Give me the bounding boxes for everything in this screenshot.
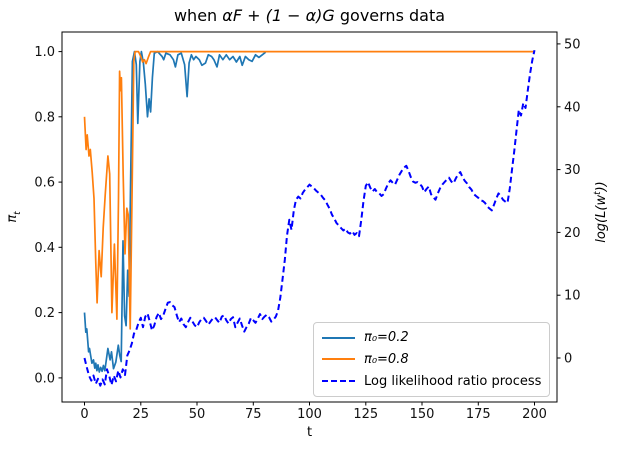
legend-line-sample-pi0-0.2 — [322, 336, 355, 339]
chart-title-prefix: when — [173, 6, 223, 25]
y-axis-label-right: log(L(wt)) — [593, 181, 609, 243]
legend: π₀=0.2 π₀=0.8 Log likelihood ratio proce… — [313, 322, 550, 397]
loglik-label-sup: t — [592, 191, 603, 195]
legend-item-pi0-0.8: π₀=0.8 — [322, 352, 541, 367]
y-tick-label-right: 0 — [564, 352, 572, 367]
legend-line-sample-pi0-0.8 — [322, 358, 355, 361]
y-tick-label-right: 20 — [564, 226, 581, 241]
y-tick-label-right: 30 — [564, 163, 581, 178]
y-tick-label-left: 0.6 — [34, 176, 55, 191]
x-tick-label: 175 — [466, 407, 491, 422]
pi-symbol: π — [5, 214, 21, 223]
legend-label-pi0-0.2: π₀=0.2 — [364, 330, 409, 346]
y-tick-label-left: 0.2 — [34, 306, 55, 321]
legend-item-pi0-0.2: π₀=0.2 — [322, 330, 541, 345]
legend-item-loglik: Log likelihood ratio process — [322, 374, 541, 389]
y-tick-label-left: 0.4 — [34, 241, 55, 256]
x-tick-label: 75 — [245, 407, 262, 422]
x-tick-label: 125 — [353, 407, 378, 422]
x-tick-label: 200 — [522, 407, 547, 422]
series-line-pi0=0.8 — [83, 50, 535, 330]
y-tick-label-left: 0.8 — [34, 110, 55, 125]
y-axis-label-left: πt — [5, 211, 23, 222]
x-tick-label: 100 — [297, 407, 322, 422]
chart-title-math: αF + (1 − α)G — [222, 6, 335, 25]
x-axis-label: t — [306, 425, 313, 440]
y-tick-label-right: 10 — [564, 289, 581, 304]
loglik-label-post: )) — [594, 181, 610, 192]
legend-line-sample-loglik — [322, 380, 355, 383]
chart-title-suffix: governs data — [334, 6, 446, 25]
legend-label-pi0-0.8: π₀=0.8 — [364, 351, 409, 367]
chart-title: when αF + (1 − α)G governs data — [62, 6, 557, 25]
loglik-label-pre: log(L(w — [594, 194, 610, 243]
y-tick-label-right: 40 — [564, 100, 581, 115]
x-tick-label: 25 — [133, 407, 150, 422]
series-line-pi0=0.2 — [83, 50, 267, 373]
series-line-log_likelihood_ratio — [83, 49, 536, 387]
x-tick-label: 50 — [189, 407, 206, 422]
axes-frame — [61, 31, 558, 403]
x-tick-label: 0 — [80, 407, 88, 422]
pi-subscript: t — [12, 211, 23, 215]
x-tick-label: 150 — [410, 407, 435, 422]
y-tick-label-left: 0.0 — [34, 371, 55, 386]
y-tick-label-right: 50 — [564, 37, 581, 52]
y-tick-label-left: 1.0 — [34, 45, 55, 60]
legend-label-loglik: Log likelihood ratio process — [364, 373, 542, 389]
